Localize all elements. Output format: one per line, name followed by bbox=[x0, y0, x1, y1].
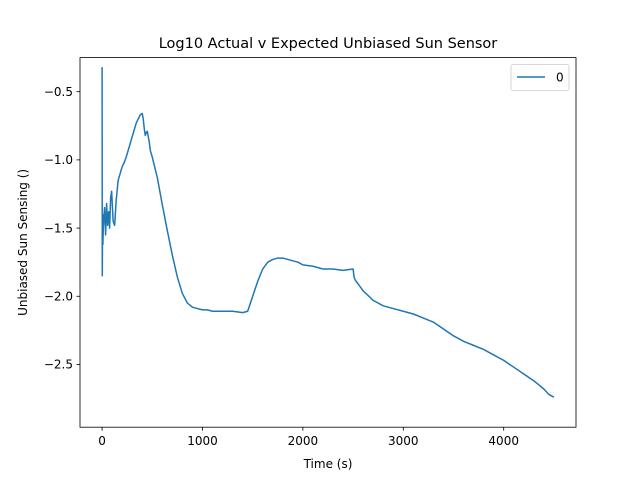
x-axis-ticks: 0 1000 2000 3000 4000 bbox=[98, 427, 519, 448]
series-line-0 bbox=[101, 67, 555, 398]
x-axis-label: Time (s) bbox=[303, 457, 353, 471]
y-tick-label: −2.0 bbox=[44, 289, 73, 303]
y-tick-label: −1.0 bbox=[44, 153, 73, 167]
x-tick-label: 4000 bbox=[488, 434, 519, 448]
y-tick-label: −0.5 bbox=[44, 85, 73, 99]
y-axis-label: Unbiased Sun Sensing () bbox=[16, 169, 30, 316]
y-tick-label: −2.5 bbox=[44, 358, 73, 372]
x-tick-label: 1000 bbox=[187, 434, 218, 448]
y-tick-label: −1.5 bbox=[44, 221, 73, 235]
x-tick-label: 2000 bbox=[288, 434, 319, 448]
legend: 0 bbox=[510, 64, 570, 91]
chart-title: Log10 Actual v Expected Unbiased Sun Sen… bbox=[159, 36, 498, 52]
y-axis-ticks: −0.5 −1.0 −1.5 −2.0 −2.5 bbox=[44, 85, 80, 372]
plot-frame bbox=[79, 57, 577, 428]
series-layer bbox=[101, 67, 555, 398]
x-tick-label: 3000 bbox=[388, 434, 419, 448]
legend-label-series-0: 0 bbox=[556, 71, 564, 85]
x-tick-label: 0 bbox=[98, 434, 106, 448]
